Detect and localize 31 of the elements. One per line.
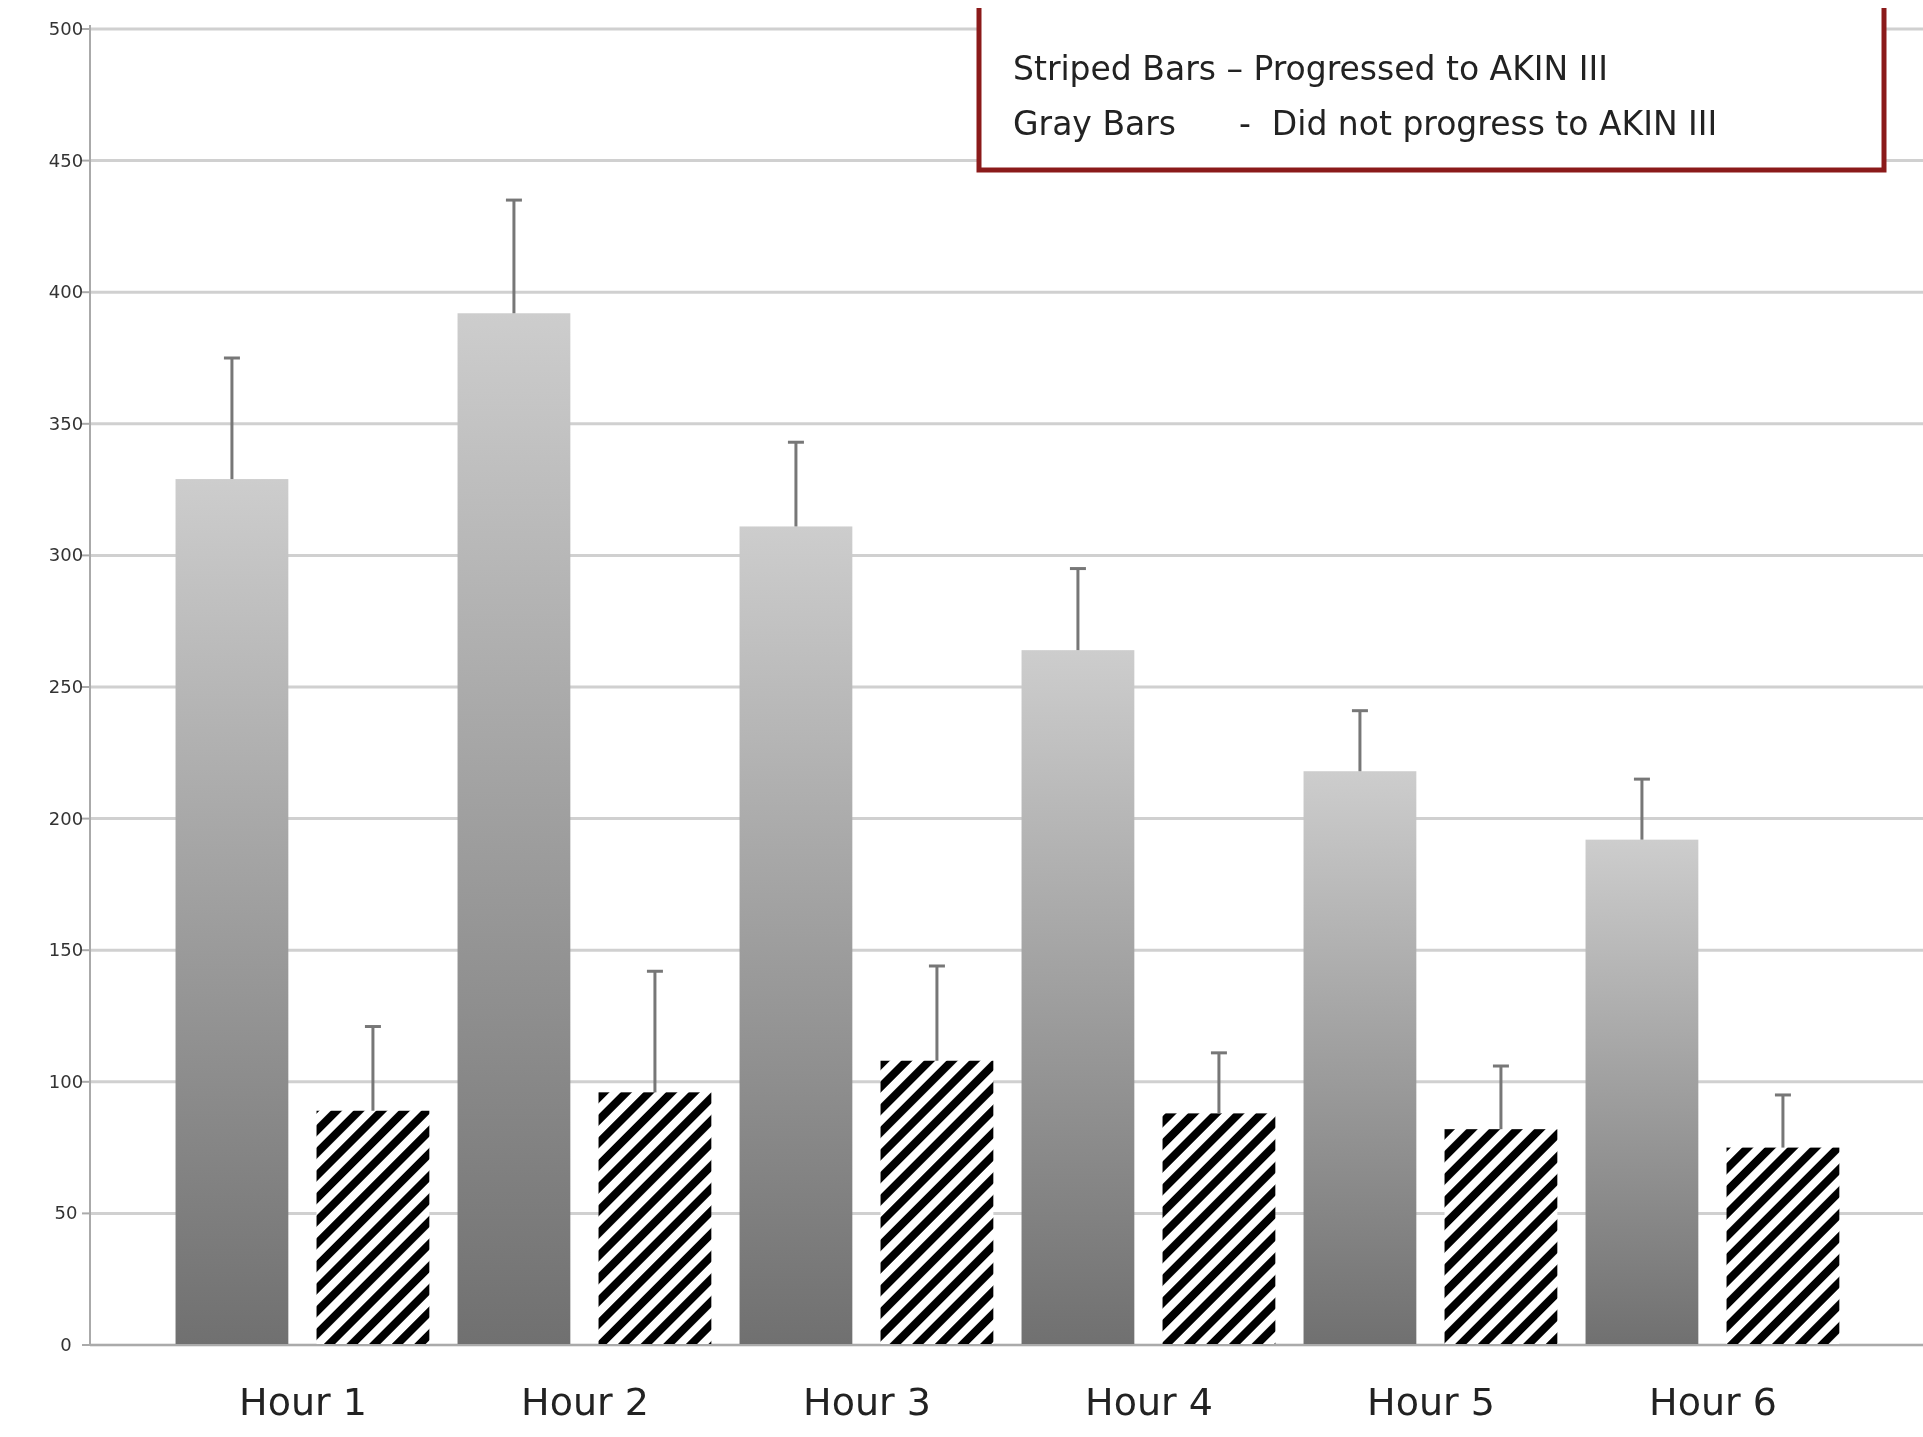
bar <box>1585 839 1699 1345</box>
bar <box>175 479 289 1345</box>
x-tick-label: Hour 6 <box>1649 1380 1777 1424</box>
bar <box>739 526 853 1345</box>
y-tick-label: 150 <box>48 939 84 961</box>
x-tick-label: Hour 4 <box>1085 1380 1213 1424</box>
y-tick-label: 450 <box>48 149 84 171</box>
y-tick-label: 50 <box>54 1202 78 1224</box>
bar <box>880 1060 994 1345</box>
y-tick-label: 350 <box>48 412 84 434</box>
annotation: Gray Bars - Did not progress to AKIN III <box>1013 104 1718 143</box>
bar <box>1162 1113 1276 1345</box>
x-tick-label: Hour 2 <box>521 1380 649 1424</box>
bar <box>598 1092 712 1345</box>
y-tick-label: 300 <box>48 544 84 566</box>
y-tick-label: 200 <box>48 807 84 829</box>
y-tick-label: 250 <box>48 676 84 697</box>
bar <box>457 313 571 1345</box>
y-tick-label: 100 <box>48 1070 84 1092</box>
y-tick-label: 500 <box>48 18 84 39</box>
bar <box>1726 1147 1840 1345</box>
y-tick-label: 0 <box>60 1334 72 1355</box>
x-tick-label: Hour 1 <box>239 1380 367 1424</box>
y-tick-label: 400 <box>48 281 84 303</box>
bar <box>1303 771 1417 1345</box>
x-tick-label: Hour 3 <box>803 1380 931 1424</box>
bar <box>316 1110 430 1345</box>
bar <box>1444 1129 1558 1345</box>
annotation: Striped Bars – Progressed to AKIN III <box>1013 49 1608 88</box>
bar <box>1021 650 1135 1345</box>
x-tick-label: Hour 5 <box>1367 1380 1495 1424</box>
